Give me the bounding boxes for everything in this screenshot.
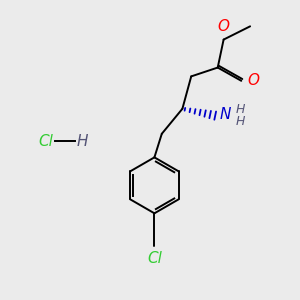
Text: H: H (236, 103, 245, 116)
Text: H: H (236, 115, 245, 128)
Text: O: O (218, 19, 230, 34)
Text: H: H (76, 134, 88, 149)
Text: Cl: Cl (38, 134, 53, 149)
Text: Cl: Cl (147, 251, 162, 266)
Text: O: O (248, 73, 260, 88)
Text: N: N (220, 107, 232, 122)
